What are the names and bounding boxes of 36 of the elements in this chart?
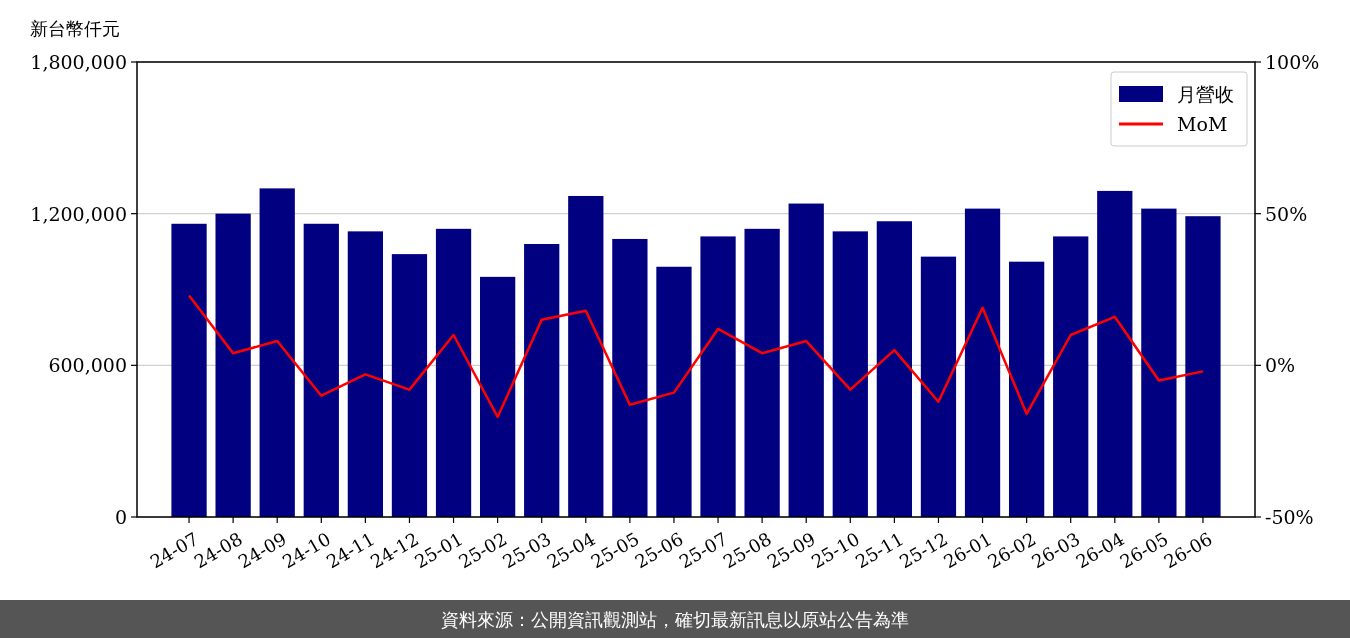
y2-tick-label: 100% [1265,51,1320,73]
bar [347,231,384,517]
bar [568,195,604,517]
bar [964,208,1001,517]
bar [215,213,251,517]
bar [524,244,560,517]
bar [303,223,339,517]
bar [1097,190,1133,517]
bar [612,238,648,517]
bar [391,254,428,517]
bar [1141,208,1177,517]
y-tick-label: 1,800,000 [30,51,127,73]
bar [920,256,957,517]
bar [1008,261,1045,517]
y-axis-title: 新台幣仟元 [30,17,120,39]
bar [171,223,207,517]
y-tick-label: 0 [114,506,127,528]
y2-tick-label: 50% [1265,202,1308,225]
source-note: 資料來源：公開資訊觀測站，確切最新訊息以原站公告為準 [441,608,909,630]
bar [744,228,780,517]
legend-label: MoM [1177,113,1228,135]
y-tick-label: 600,000 [48,354,127,377]
y2-tick-label: -50% [1265,506,1314,528]
bar [788,203,824,517]
bar [479,276,516,517]
bar [1053,236,1089,517]
y-tick-label: 1,200,000 [30,202,127,225]
bar [1185,216,1221,517]
bar [656,266,692,517]
y2-tick-label: 0% [1265,354,1296,377]
bar [700,236,736,517]
bar [832,231,868,517]
bar [876,221,913,517]
legend-label: 月營收 [1177,83,1234,105]
bar [259,188,295,517]
bar [435,228,472,517]
